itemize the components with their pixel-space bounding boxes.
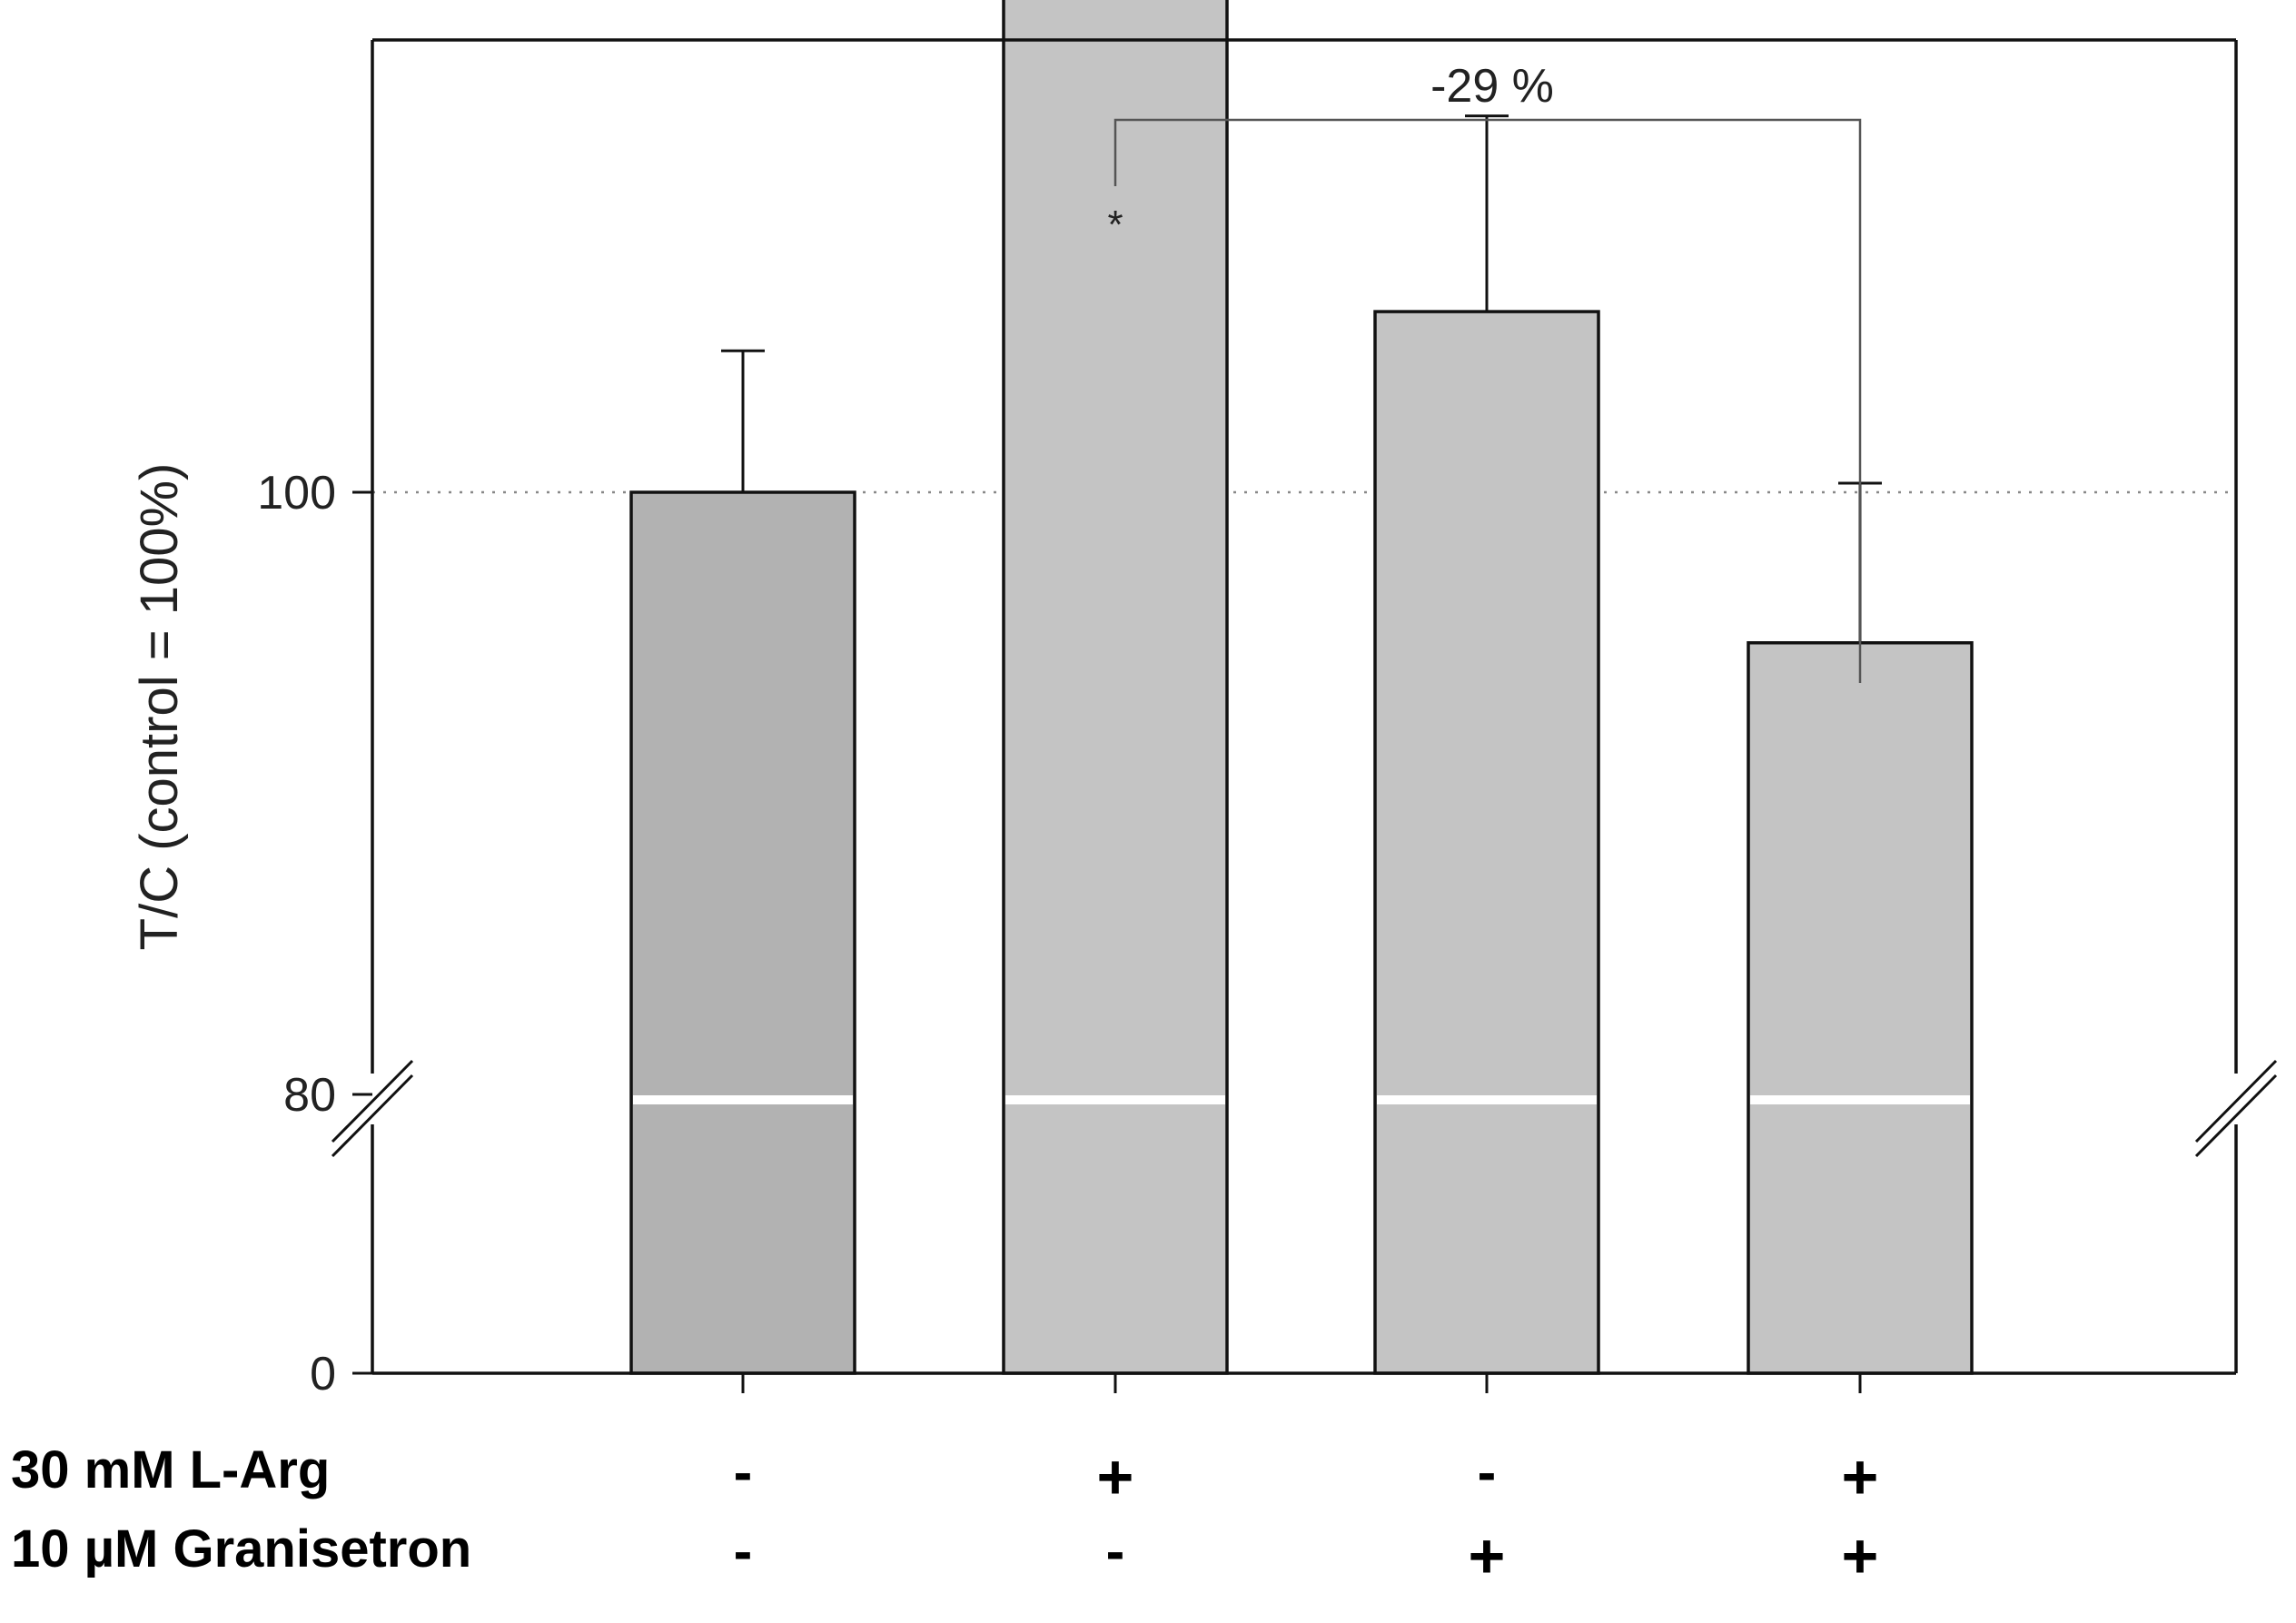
axis-break-mark: [2194, 1074, 2278, 1158]
condition-sign: -: [734, 1441, 753, 1504]
comparison-bracket: [1113, 118, 1862, 683]
condition-sign: -: [1106, 1520, 1125, 1583]
error-bars-layer: [721, 114, 1882, 643]
y-tick-label: 0: [310, 1348, 336, 1400]
plot-frame: [331, 38, 2278, 1375]
tick-layer: 080100120140: [257, 467, 1862, 1400]
axis-break-mark: [2194, 1059, 2278, 1143]
bracket-label: -29 %: [1430, 60, 1554, 113]
y-tick-label: 100: [257, 467, 336, 520]
axis-break-mark: [331, 1059, 414, 1143]
condition-label: 10 µM Granisetron: [11, 1519, 471, 1578]
axis-break-mark: [331, 1074, 414, 1158]
axis-break-gap: [1377, 1095, 1597, 1104]
bar-1: [629, 490, 856, 1375]
condition-sign: +: [1469, 1520, 1506, 1591]
y-axis-label: T/C (control = 100%): [130, 463, 189, 951]
axis-break-gap: [1750, 1095, 1970, 1104]
bar-4: [1747, 641, 1974, 1375]
condition-sign: -: [734, 1520, 753, 1583]
condition-sign: -: [1478, 1441, 1497, 1504]
condition-sign: +: [1097, 1441, 1134, 1512]
annotation-layer: * -29 %: [1107, 60, 1862, 683]
significance-mark: *: [1107, 203, 1123, 247]
condition-label: 30 mM L-Arg: [11, 1440, 330, 1499]
bar-3: [1373, 310, 1600, 1375]
bars-layer: [629, 0, 1974, 1375]
condition-sign: +: [1842, 1520, 1879, 1591]
condition-sign: +: [1842, 1441, 1879, 1512]
condition-table: 30 mM L-Arg - + - +10 µM Granisetron - - + +: [11, 1440, 1878, 1591]
y-tick-label: 80: [283, 1069, 336, 1122]
axis-break-gap: [633, 1095, 853, 1104]
bar-2: [1002, 0, 1229, 1375]
axis-break-gap: [1005, 1095, 1225, 1104]
